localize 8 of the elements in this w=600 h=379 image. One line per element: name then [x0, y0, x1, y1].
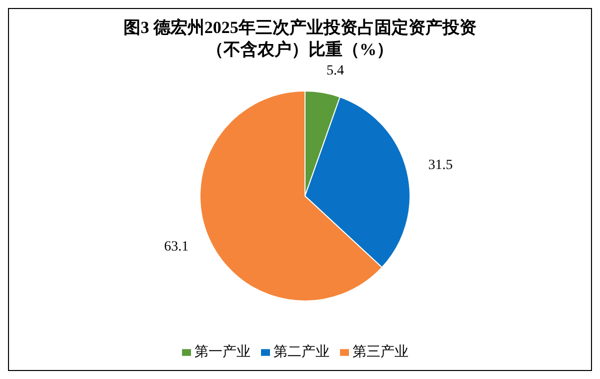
- legend-label: 第三产业: [352, 345, 408, 360]
- chart-subtitle: （不含农户）比重（%）: [206, 39, 394, 61]
- data-label: 5.4: [326, 63, 344, 78]
- legend-label: 第二产业: [274, 345, 330, 360]
- data-label: 31.5: [428, 158, 453, 174]
- data-label: 63.1: [164, 239, 189, 254]
- legend-label: 第一产业: [194, 345, 250, 360]
- chart-title: 图3 德宏州2025年三次产业投资占固定资产投资: [122, 17, 478, 39]
